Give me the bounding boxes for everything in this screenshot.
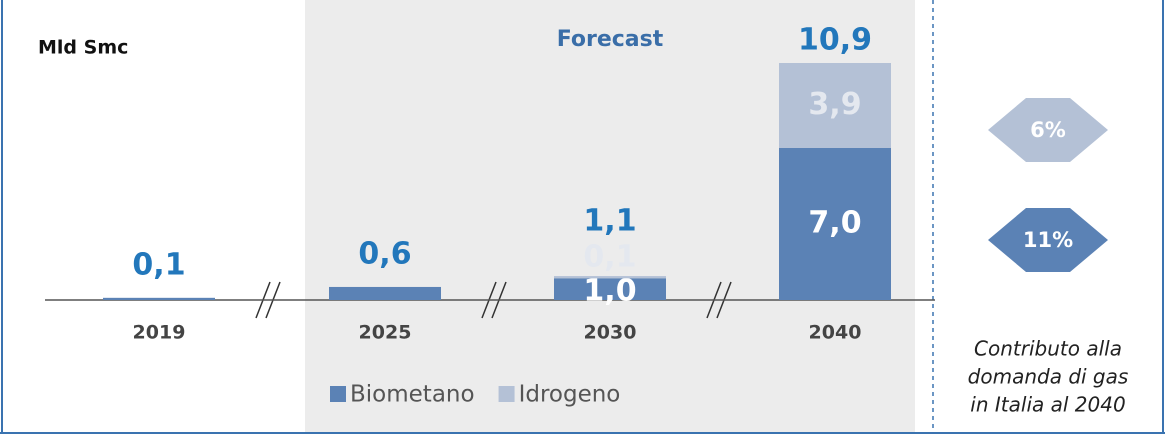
- segment-label: 0,1: [583, 240, 636, 275]
- legend-label: Idrogeno: [519, 382, 621, 408]
- side-note: in Italia al 2040: [970, 393, 1125, 417]
- x-tick-label: 2025: [359, 322, 412, 344]
- segment-label: 1,0: [583, 274, 636, 309]
- unit-label: Mld Smc: [38, 37, 128, 59]
- bar-segment: [779, 147, 891, 300]
- share-diamond: [988, 208, 1108, 272]
- share-label: 6%: [1030, 118, 1066, 142]
- forecast-label: Forecast: [557, 27, 664, 52]
- total-label: 0,6: [358, 236, 411, 271]
- bar-segment: [103, 297, 215, 300]
- share-label: 11%: [1023, 228, 1073, 252]
- total-label: 10,9: [798, 23, 872, 58]
- x-tick-label: 2040: [809, 322, 862, 344]
- x-tick-label: 2030: [584, 322, 637, 344]
- segment-label: 7,0: [808, 205, 861, 240]
- x-tick-label: 2019: [133, 322, 186, 344]
- segment-label: 3,9: [808, 87, 861, 122]
- bar-segment: [779, 63, 891, 148]
- bar-segment: [329, 286, 441, 300]
- bar-segment: [554, 278, 666, 300]
- bar-segment: [554, 276, 666, 279]
- share-diamond: [988, 98, 1108, 162]
- legend-swatch: [330, 386, 346, 402]
- legend-label: Biometano: [350, 382, 475, 408]
- total-label: 0,1: [132, 247, 185, 282]
- side-note: domanda di gas: [968, 365, 1129, 389]
- total-label: 1,1: [583, 204, 636, 239]
- side-note: Contributo alla: [974, 337, 1122, 361]
- legend-swatch: [498, 386, 515, 402]
